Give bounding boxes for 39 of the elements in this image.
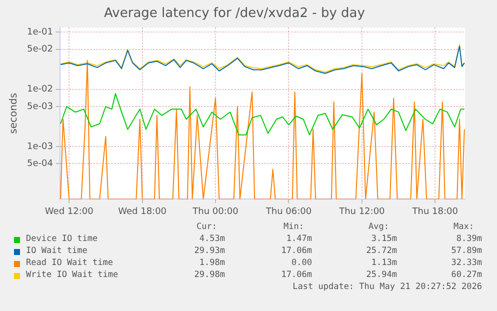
text: 57.89m xyxy=(451,246,482,256)
y-axis-title: seconds xyxy=(8,92,20,134)
x-tick-label: Wed 12:00 xyxy=(44,206,94,217)
text: Cur: xyxy=(196,222,217,232)
x-tick-label: Thu 18:00 xyxy=(411,206,458,217)
text: 8.39m xyxy=(456,234,482,244)
text: 17.06m xyxy=(281,270,312,280)
legend-label: IO Wait time xyxy=(26,246,88,256)
text: 32.33m xyxy=(451,258,482,268)
text: 17.06m xyxy=(281,246,312,256)
x-tick-label: Thu 00:00 xyxy=(192,206,239,217)
text: Max: xyxy=(454,222,474,232)
text: 29.93m xyxy=(194,246,225,256)
text: 29.98m xyxy=(194,270,225,280)
text: Min: xyxy=(284,222,304,232)
y-tick-label: 1e-02 xyxy=(26,84,53,95)
text: 1.47m xyxy=(286,234,312,244)
y-tick-label: 5e-03 xyxy=(26,102,53,112)
text: Last update: Thu May 21 20:27:52 2026 xyxy=(292,282,482,292)
y-tick-label: 1e-03 xyxy=(26,142,53,152)
text: 0.00 xyxy=(292,258,312,268)
text: 25.94m xyxy=(366,270,397,280)
legend-label: Write IO Wait time xyxy=(26,270,118,280)
x-tick-label: Wed 18:00 xyxy=(118,206,167,217)
text: Avg: xyxy=(368,222,389,232)
text: 1.98m xyxy=(199,258,225,268)
y-tick-label: 5e-02 xyxy=(26,44,53,55)
text: 60.27m xyxy=(451,270,482,280)
y-tick-label: 1e-01 xyxy=(26,27,53,38)
y-tick-label: 5e-04 xyxy=(26,159,54,170)
text: 1.13m xyxy=(371,258,397,268)
legend-label: Device IO time xyxy=(26,234,98,244)
text: 4.53m xyxy=(199,234,225,244)
text: 3.15m xyxy=(371,234,397,244)
chart-title: Average latency for /dev/xvda2 - by day xyxy=(104,6,366,22)
legend-label: Read IO Wait time xyxy=(26,258,113,268)
text: 25.72m xyxy=(366,246,397,256)
x-tick-label: Thu 06:00 xyxy=(264,206,312,217)
x-tick-label: Thu 12:00 xyxy=(338,206,386,217)
